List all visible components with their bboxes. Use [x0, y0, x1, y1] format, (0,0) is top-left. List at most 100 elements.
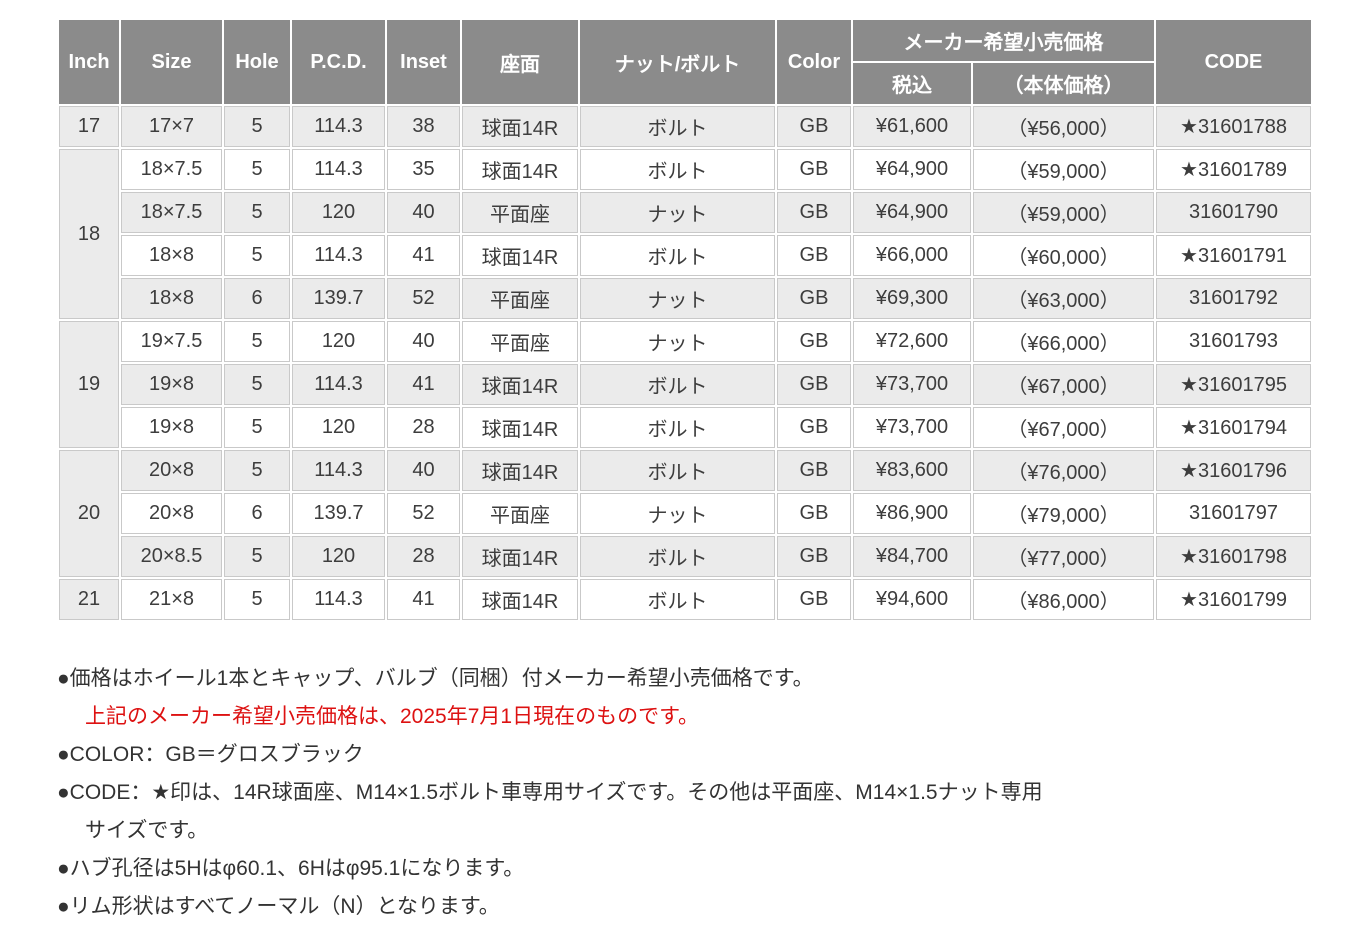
spec-table-body: 17 17×7 5 114.3 38 球面14R ボルト GB ¥61,600 （¥56,000）…: [59, 106, 1311, 620]
cell-hole: 5: [224, 364, 290, 405]
cell-hole: 5: [224, 149, 290, 190]
table-row: 20 20×8 5 114.3 40 球面14R ボルト GB ¥83,600 （¥76,000）…: [59, 450, 1311, 577]
cell-price-base: （¥67,000）: [973, 407, 1154, 448]
cell-size: 19×7.5: [121, 321, 222, 362]
cell-inset: 41: [387, 579, 460, 620]
cell-code: ★31601796: [1156, 450, 1311, 491]
cell-pcd: 114.3: [292, 364, 385, 405]
cell-inch: 18: [59, 149, 119, 319]
cell-color: GB: [777, 536, 851, 577]
note-line: ●CODE：★印は、14R球面座、M14×1.5ボルト車専用サイズです。その他は…: [57, 781, 1043, 804]
cell-price-tax: ¥61,600: [853, 106, 971, 147]
cell-code: ★31601798: [1156, 536, 1311, 577]
cell-inset: 52: [387, 493, 460, 534]
cell-code: ★31601788: [1156, 106, 1311, 147]
cell-nut-bolt: ナット: [580, 493, 775, 534]
cell-color: GB: [777, 407, 851, 448]
cell-code: ★31601794: [1156, 407, 1311, 448]
cell-pcd: 120: [292, 321, 385, 362]
cell-size: 19×8: [121, 407, 222, 448]
cell-inch: 17: [59, 106, 119, 147]
cell-inset: 28: [387, 407, 460, 448]
cell-price-tax: ¥83,600: [853, 450, 971, 491]
cell-seat: 球面14R: [462, 106, 578, 147]
cell-color: GB: [777, 450, 851, 491]
table-row: 20×8.5 5 120 28 球面14R ボルト GB ¥84,700 （¥77,000） ★3…: [59, 536, 1311, 577]
cell-nut-bolt: ボルト: [580, 106, 775, 147]
cell-price-base: （¥66,000）: [973, 321, 1154, 362]
cell-inset: 35: [387, 149, 460, 190]
header-code: CODE: [1156, 20, 1311, 104]
cell-inch: 21: [59, 579, 119, 620]
note-line: ●ハブ孔径は5Hはφ60.1、6Hはφ95.1になります。: [57, 857, 525, 880]
cell-pcd: 114.3: [292, 579, 385, 620]
table-row: 21 21×8 5 114.3 41 球面14R ボルト GB ¥94,600 （¥86,000）…: [59, 579, 1311, 620]
cell-price-base: （¥60,000）: [973, 235, 1154, 276]
wheel-spec-table: Inch Size Hole P.C.D. Inset 座面 ナット/ボルト C…: [57, 18, 1313, 622]
cell-nut-bolt: ボルト: [580, 149, 775, 190]
cell-code: ★31601789: [1156, 149, 1311, 190]
cell-price-base: （¥63,000）: [973, 278, 1154, 319]
cell-inset: 28: [387, 536, 460, 577]
cell-price-base: （¥56,000）: [973, 106, 1154, 147]
header-nut-bolt: ナット/ボルト: [580, 20, 775, 104]
cell-code: ★31601795: [1156, 364, 1311, 405]
cell-seat: 球面14R: [462, 149, 578, 190]
cell-hole: 6: [224, 493, 290, 534]
cell-seat: 平面座: [462, 493, 578, 534]
cell-price-tax: ¥64,900: [853, 149, 971, 190]
cell-price-tax: ¥73,700: [853, 407, 971, 448]
cell-color: GB: [777, 321, 851, 362]
cell-nut-bolt: ボルト: [580, 579, 775, 620]
header-color: Color: [777, 20, 851, 104]
cell-inset: 40: [387, 450, 460, 491]
cell-price-tax: ¥84,700: [853, 536, 971, 577]
cell-inset: 41: [387, 235, 460, 276]
cell-price-base: （¥67,000）: [973, 364, 1154, 405]
header-pcd: P.C.D.: [292, 20, 385, 104]
cell-inch: 19: [59, 321, 119, 448]
cell-seat: 球面14R: [462, 450, 578, 491]
cell-seat: 球面14R: [462, 579, 578, 620]
cell-seat: 平面座: [462, 192, 578, 233]
cell-size: 18×8: [121, 278, 222, 319]
cell-pcd: 120: [292, 407, 385, 448]
cell-color: GB: [777, 364, 851, 405]
header-inset: Inset: [387, 20, 460, 104]
cell-price-tax: ¥94,600: [853, 579, 971, 620]
table-row: 18×8 6 139.7 52 平面座 ナット GB ¥69,300 （¥63,000） 3160…: [59, 278, 1311, 319]
cell-seat: 球面14R: [462, 364, 578, 405]
cell-pcd: 114.3: [292, 450, 385, 491]
cell-price-tax: ¥86,900: [853, 493, 971, 534]
table-row: 18×7.5 5 120 40 平面座 ナット GB ¥64,900 （¥59,000） 3160…: [59, 192, 1311, 233]
header-inch: Inch: [59, 20, 119, 104]
table-row: 19×8 5 114.3 41 球面14R ボルト GB ¥73,700 （¥67,000） ★3…: [59, 364, 1311, 405]
cell-hole: 5: [224, 321, 290, 362]
cell-price-base: （¥86,000）: [973, 579, 1154, 620]
cell-nut-bolt: ボルト: [580, 407, 775, 448]
header-price-group: メーカー希望小売価格: [853, 20, 1154, 61]
cell-inch: 20: [59, 450, 119, 577]
cell-seat: 球面14R: [462, 536, 578, 577]
cell-size: 18×8: [121, 235, 222, 276]
cell-price-base: （¥59,000）: [973, 192, 1154, 233]
cell-hole: 6: [224, 278, 290, 319]
cell-nut-bolt: ナット: [580, 321, 775, 362]
cell-seat: 平面座: [462, 278, 578, 319]
table-row: 19×8 5 120 28 球面14R ボルト GB ¥73,700 （¥67,000） ★316…: [59, 407, 1311, 448]
cell-inset: 40: [387, 192, 460, 233]
cell-hole: 5: [224, 407, 290, 448]
cell-pcd: 114.3: [292, 235, 385, 276]
note-line-red: 上記のメーカー希望小売価格は、2025年7月1日現在のものです。: [85, 705, 699, 728]
cell-size: 18×7.5: [121, 149, 222, 190]
cell-size: 20×8: [121, 450, 222, 491]
cell-seat: 平面座: [462, 321, 578, 362]
cell-color: GB: [777, 235, 851, 276]
table-row: 20×8 6 139.7 52 平面座 ナット GB ¥86,900 （¥79,000） 3160…: [59, 493, 1311, 534]
header-hole: Hole: [224, 20, 290, 104]
cell-color: GB: [777, 106, 851, 147]
cell-pcd: 139.7: [292, 493, 385, 534]
cell-nut-bolt: ナット: [580, 278, 775, 319]
cell-inset: 40: [387, 321, 460, 362]
